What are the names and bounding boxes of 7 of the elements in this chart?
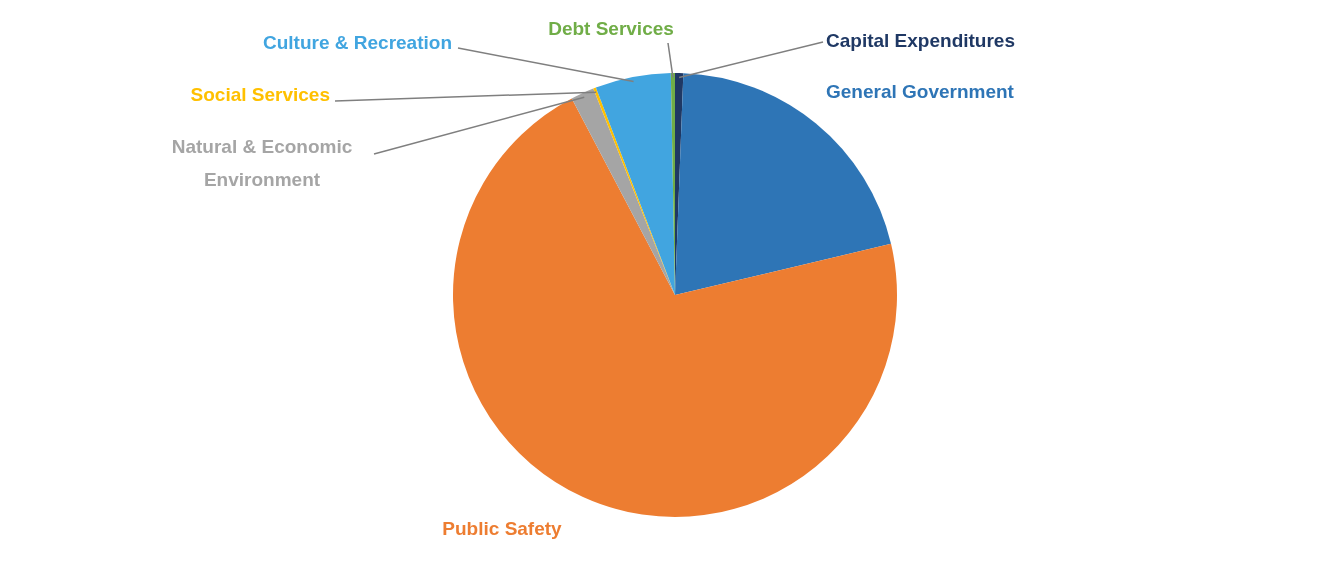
slice-label: Social Services (190, 84, 330, 106)
slice-label: Public Safety (442, 518, 563, 540)
slice-label: Natural & Economic Environment (171, 136, 353, 191)
slice-label: Culture & Recreation (263, 32, 452, 54)
slice-label: Debt Services (548, 18, 674, 40)
slice-label: Capital Expenditures (826, 30, 1015, 52)
slice-label: General Government (826, 81, 1015, 103)
